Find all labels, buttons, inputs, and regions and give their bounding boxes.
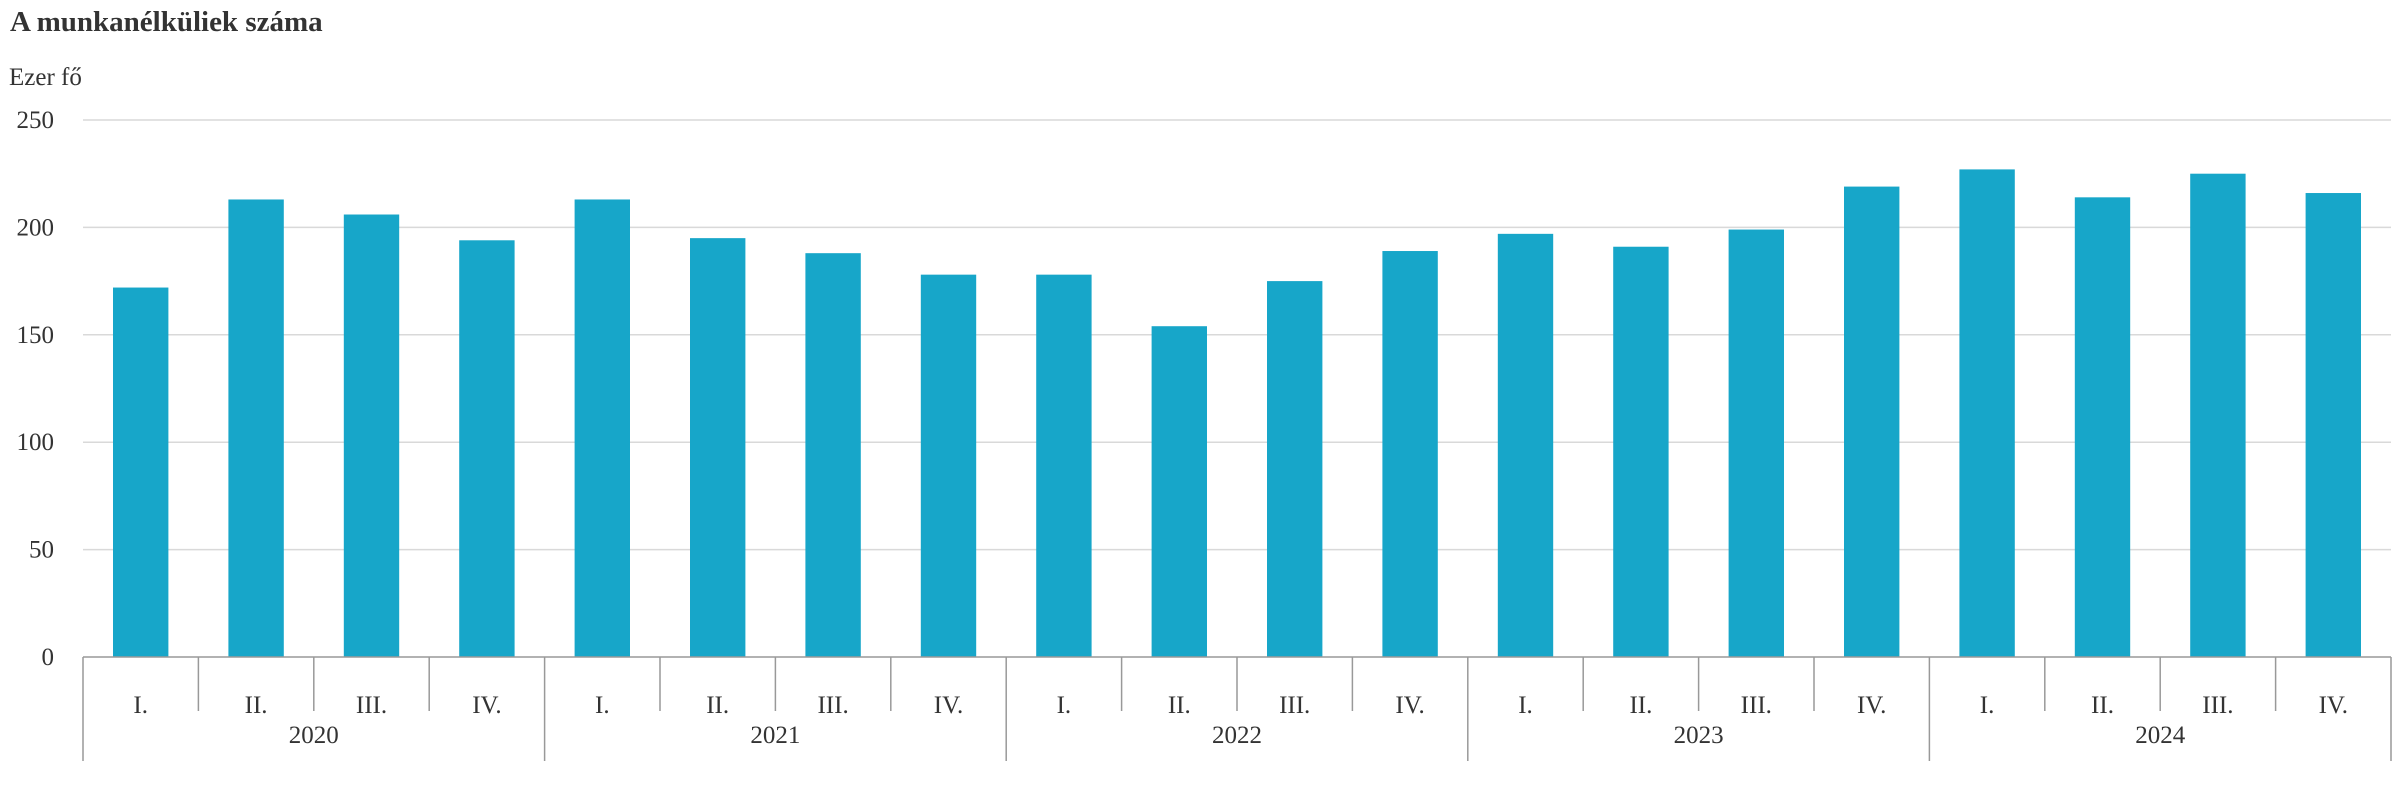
x-quarter-label: II.: [245, 692, 268, 719]
x-axis: [82, 656, 2392, 761]
bar: [574, 199, 630, 657]
bar: [2074, 197, 2131, 657]
x-quarter-label: III.: [1279, 692, 1310, 719]
y-tick-label: 100: [17, 429, 55, 456]
x-quarter-label: IV.: [1395, 692, 1424, 719]
chart-title: A munkanélküliek száma: [10, 6, 323, 38]
x-quarter-label: I.: [1980, 692, 1995, 719]
bar: [1844, 186, 1900, 657]
x-quarter-label: II.: [1168, 692, 1191, 719]
x-quarter-label: IV.: [2319, 692, 2348, 719]
y-axis-unit-label: Ezer fő: [9, 64, 82, 91]
bar: [1382, 251, 1438, 657]
bar: [1959, 169, 2015, 658]
x-year-label: 2024: [2135, 722, 2186, 749]
bar: [228, 199, 284, 657]
x-quarter-label: IV.: [472, 692, 501, 719]
bar: [920, 274, 977, 657]
x-year-label: 2020: [289, 722, 339, 749]
bar: [1497, 233, 1554, 657]
x-quarter-label: III.: [356, 692, 387, 719]
y-tick-label: 50: [29, 537, 54, 564]
x-quarter-label: IV.: [1857, 692, 1886, 719]
gridlines: [83, 119, 2391, 551]
x-quarter-label: III.: [817, 692, 848, 719]
x-quarter-label: II.: [1629, 692, 1652, 719]
x-year-label: 2023: [1674, 722, 1724, 749]
x-quarter-label: I.: [1518, 692, 1533, 719]
bar: [1613, 246, 1669, 657]
y-tick-label: 250: [17, 107, 55, 134]
x-quarter-label: I.: [595, 692, 610, 719]
bar: [343, 214, 400, 657]
bar: [113, 287, 169, 657]
bar: [2305, 193, 2361, 658]
bar: [459, 240, 515, 657]
x-quarter-label: I.: [1057, 692, 1072, 719]
y-tick-label: 200: [17, 214, 55, 241]
bar: [1728, 229, 1784, 657]
bar: [690, 238, 746, 657]
axis-labels: 0 50 100 150 200 250 I. II. III. IV. I. II. III. IV. I…: [17, 107, 2349, 749]
x-quarter-label: III.: [1741, 692, 1772, 719]
x-quarter-label: IV.: [934, 692, 963, 719]
bar: [1036, 274, 1092, 657]
x-quarter-label: II.: [706, 692, 729, 719]
bar: [2190, 173, 2246, 657]
bar: [805, 253, 861, 657]
y-tick-label: 150: [17, 322, 55, 349]
x-year-label: 2022: [1212, 722, 1262, 749]
x-year-label: 2021: [750, 722, 800, 749]
x-quarter-label: II.: [2091, 692, 2114, 719]
bar: [1267, 281, 1323, 657]
y-tick-label: 0: [42, 644, 55, 671]
bars: [113, 169, 2361, 658]
x-quarter-label: III.: [2202, 692, 2233, 719]
bar: [1151, 326, 1207, 657]
x-quarter-label: I.: [133, 692, 148, 719]
